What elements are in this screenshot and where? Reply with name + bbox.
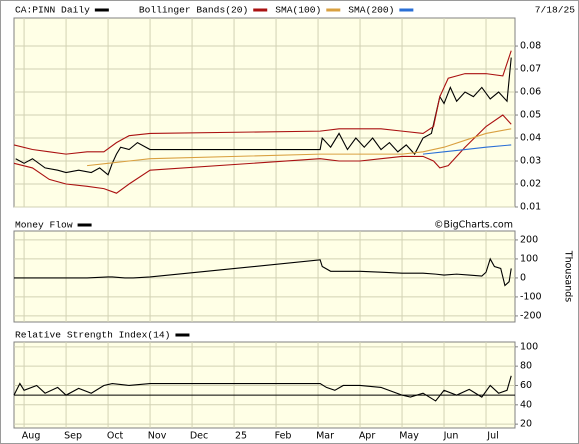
y-tick-label: -100 — [520, 291, 542, 302]
x-tick-label: Dec — [190, 431, 208, 442]
y-tick-label: 0.02 — [520, 179, 541, 190]
series-line — [13, 50, 512, 155]
plot-area — [13, 17, 516, 208]
y-tick-label: -200 — [520, 310, 542, 321]
y-tick-label: 0 — [520, 272, 526, 283]
x-tick-label: Aug — [22, 431, 41, 442]
plot-area — [13, 230, 516, 323]
series-line — [15, 57, 512, 176]
y-tick-label: 100 — [520, 253, 538, 264]
x-tick-label: Sep — [64, 431, 82, 442]
y-tick-label: 0.05 — [520, 110, 541, 121]
y-tick-label: 0.04 — [520, 133, 541, 144]
y-tick-label: 60 — [520, 380, 532, 391]
x-tick-label: Feb — [275, 431, 292, 442]
series-line — [14, 257, 512, 287]
x-tick-label: May — [399, 431, 419, 442]
y-tick-label: 40 — [520, 399, 532, 410]
y-tick-label: 0.03 — [520, 156, 541, 167]
series-line-lower — [13, 114, 512, 194]
y-tick-label: 20 — [520, 419, 532, 430]
x-tick-label: Jun — [443, 431, 459, 442]
legend-label: Bollinger Bands(20) — [139, 5, 248, 16]
series-line — [13, 375, 512, 402]
x-tick-label: 25 — [235, 431, 247, 442]
legend-label: SMA(200) — [348, 5, 394, 16]
y-tick-label: 0.08 — [520, 41, 541, 52]
legend-label: SMA(100) — [275, 5, 321, 16]
legend-label: Money Flow — [15, 220, 73, 231]
y-axis-label: Thousands — [563, 250, 574, 302]
x-tick-label: Apr — [359, 431, 376, 442]
y-tick-label: 0.06 — [520, 87, 541, 98]
x-tick-label: Mar — [316, 431, 334, 442]
y-tick-label: 0.01 — [520, 202, 541, 213]
series-line — [87, 128, 512, 167]
series-line — [422, 144, 512, 155]
chart-date: 7/18/25 — [535, 5, 576, 16]
legend-label: CA:PINN Daily — [15, 5, 90, 16]
x-tick-label: Nov — [148, 431, 167, 442]
y-tick-label: 200 — [520, 234, 538, 245]
credit: ©BigCharts.com — [434, 220, 513, 231]
legend-label: Relative Strength Index(14) — [15, 330, 170, 341]
x-tick-label: Oct — [107, 431, 124, 442]
y-tick-label: 80 — [520, 361, 532, 372]
x-tick-label: Jul — [486, 431, 498, 442]
y-tick-label: 0.07 — [520, 64, 541, 75]
y-tick-label: 100 — [520, 341, 538, 352]
